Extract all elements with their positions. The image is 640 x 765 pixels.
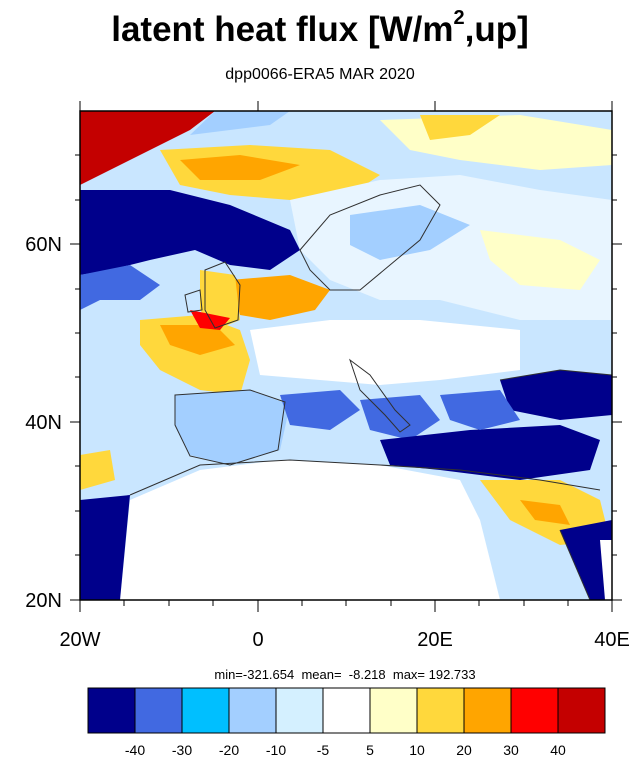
- colorbar-label: 10: [409, 742, 425, 758]
- lon-ticks: [79, 101, 613, 612]
- colorbar-label: 30: [503, 742, 519, 758]
- title-superscript: 2: [453, 7, 465, 30]
- lat-label-60n: 60N: [25, 234, 62, 256]
- sahara-region: [120, 460, 500, 600]
- red-sea-negative: [560, 520, 612, 600]
- coast-britain: [204, 261, 241, 329]
- colorbar-label: 20: [456, 742, 472, 758]
- coast-italy: [349, 358, 411, 433]
- atlantic-negative-region: [80, 190, 300, 275]
- colorbar-swatch: [276, 688, 323, 733]
- west-med-negative: [280, 390, 360, 430]
- map-subtitle: dpp0066-ERA5 MAR 2020: [225, 66, 415, 83]
- colorbar-swatch: [182, 688, 229, 733]
- west-africa-ocean: [80, 495, 130, 600]
- colorbar-frame: [87, 687, 606, 734]
- colorbar-swatch: [323, 688, 370, 733]
- colorbar-swatch: [511, 688, 558, 733]
- colorbar-swatch: [417, 688, 464, 733]
- arabia-region: [600, 540, 612, 600]
- colorbar-swatch: [135, 688, 182, 733]
- lon-label-20e: 20E: [417, 629, 453, 651]
- norwegian-sea-strong: [180, 155, 300, 180]
- central-europe-region: [250, 320, 520, 385]
- colorbar-label: 40: [550, 742, 566, 758]
- colorbar-label: -40: [125, 742, 145, 758]
- atlantic-mid-region: [80, 265, 160, 310]
- arctic-light-region: [190, 111, 290, 135]
- east-med-negative: [380, 425, 600, 480]
- lat-label-20n: 20N: [25, 590, 62, 612]
- title-text-end: ,up]: [464, 10, 529, 49]
- lon-label-20w: 20W: [59, 629, 100, 651]
- coastlines: [129, 184, 612, 600]
- colorbar: -40 -30 -20 -10 -5 5 10 20 30 40: [87, 687, 606, 758]
- colorbar-label: 5: [366, 742, 374, 758]
- title-text: latent heat flux [W/m: [111, 10, 454, 49]
- map-title: latent heat flux [W/m2,up]: [0, 7, 640, 50]
- lat-ticks: [70, 154, 622, 601]
- colorbar-label: -10: [266, 742, 286, 758]
- lat-label-40n: 40N: [25, 412, 62, 434]
- black-sea-negative: [500, 370, 612, 420]
- colorbar-swatch: [88, 688, 135, 733]
- colorbar-swatch: [370, 688, 417, 733]
- map-field: [80, 111, 612, 600]
- colorbar-swatch: [558, 688, 605, 733]
- coast-red-sea: [559, 529, 591, 600]
- colorbar-label: -20: [219, 742, 239, 758]
- colorbar-label: -30: [172, 742, 192, 758]
- russia-positive: [480, 230, 600, 290]
- lon-label-0: 0: [252, 629, 263, 651]
- colorbar-swatch: [464, 688, 511, 733]
- colorbar-swatch: [229, 688, 276, 733]
- egypt-strong: [520, 500, 570, 525]
- coast-north-africa: [129, 459, 601, 496]
- greenland-positive-region: [80, 111, 215, 185]
- iberia-region: [175, 390, 290, 465]
- scandinavia-negative: [350, 205, 470, 260]
- north-sea-positive: [230, 275, 330, 320]
- lon-label-40e: 40E: [594, 629, 630, 651]
- colorbar-label: -5: [317, 742, 330, 758]
- coast-black-sea: [499, 369, 612, 381]
- central-med-negative: [360, 395, 440, 440]
- field-statistics: min=-321.654 mean= -8.218 max= 192.733: [214, 667, 476, 682]
- coast-iberia: [174, 389, 286, 466]
- coast-ireland: [184, 289, 203, 313]
- biscay-strong: [160, 325, 235, 355]
- canary-positive: [80, 450, 115, 490]
- coast-scandinavia: [299, 184, 441, 291]
- aegean-negative: [440, 390, 520, 430]
- barents-positive: [420, 115, 500, 140]
